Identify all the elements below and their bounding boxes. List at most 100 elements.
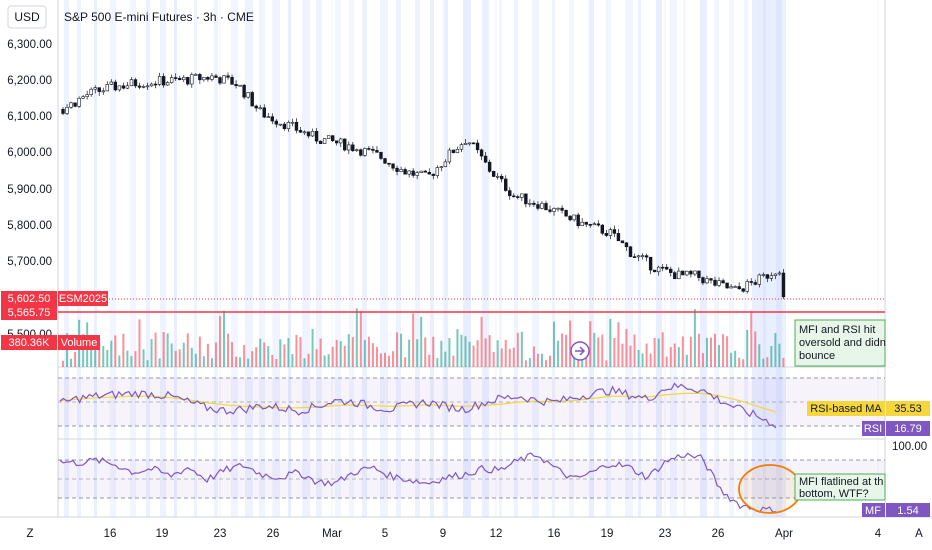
candle-body <box>61 108 65 114</box>
candle-body <box>302 131 307 134</box>
candle-body <box>459 144 464 150</box>
svg-text:35.53: 35.53 <box>894 403 922 415</box>
volume-bar <box>158 358 161 367</box>
volume-bar <box>162 332 165 367</box>
chart-title: S&P 500 E-mini Futures · 3h · CME <box>64 10 254 24</box>
candle-body <box>463 142 468 145</box>
candle-body <box>226 75 230 78</box>
candle-body <box>568 215 572 221</box>
candle-body <box>310 131 315 137</box>
volume-bar <box>649 353 652 367</box>
rsi-annotation-note[interactable]: MFI and RSI hit oversold and didn bounce <box>794 319 889 367</box>
candle-body <box>652 269 657 273</box>
candle-body <box>286 122 291 130</box>
volume-bar <box>150 339 153 367</box>
volume-bar <box>351 337 354 367</box>
mfi-line <box>59 452 777 513</box>
session-band <box>569 0 574 517</box>
zoom-button[interactable]: Z <box>26 528 33 540</box>
volume-bar <box>673 343 676 367</box>
candle-body <box>632 256 637 258</box>
volume-bar <box>448 338 451 367</box>
candle-body <box>475 142 480 151</box>
candle-body <box>306 131 311 137</box>
session-band <box>670 0 677 517</box>
candle-body <box>202 76 206 81</box>
candle-body <box>733 286 737 288</box>
candle-body <box>169 77 174 83</box>
volume-bar <box>142 349 145 367</box>
volume-bar <box>106 349 109 367</box>
candle-body <box>757 274 761 285</box>
session-band <box>259 0 265 517</box>
candle-body <box>141 85 146 88</box>
candle-body <box>69 102 73 108</box>
candle-body <box>479 149 484 157</box>
x-tick: 5 <box>382 528 388 540</box>
candle-body <box>318 140 323 144</box>
mfi-annotation-note[interactable]: MFI flatlined at th bottom, WTF? <box>794 473 886 501</box>
candle-body <box>467 142 472 145</box>
scroll-to-realtime-icon[interactable] <box>570 341 590 361</box>
session-band <box>194 0 197 517</box>
volume-bar <box>295 334 298 367</box>
candle-body <box>721 280 725 284</box>
volume-bar <box>206 343 209 367</box>
time-axis[interactable]: 16 19 23 26 Mar 5 9 12 16 19 23 26 Apr 4 <box>104 528 882 540</box>
candle-body <box>230 76 234 85</box>
candle-body <box>544 203 548 211</box>
candle-body <box>105 84 109 92</box>
candle-body <box>339 138 343 144</box>
volume-bar <box>516 332 519 367</box>
highlight-circle[interactable] <box>738 464 802 514</box>
candle-body <box>334 140 339 144</box>
volume-bar <box>665 356 668 367</box>
volume-bar <box>520 331 523 367</box>
volume-bar <box>589 321 592 367</box>
candle-body <box>266 116 270 118</box>
volume-bar <box>677 347 680 367</box>
candle-body <box>532 202 536 205</box>
candle-body <box>218 77 222 84</box>
volume-bar <box>540 353 543 367</box>
volume-bar <box>259 338 262 367</box>
volume-bar <box>94 341 97 367</box>
volume-bar <box>609 318 612 367</box>
session-band <box>111 0 116 517</box>
candle-body <box>600 224 605 234</box>
volume-bar <box>283 344 286 367</box>
volume-bar <box>754 331 757 367</box>
candle-body <box>121 85 126 89</box>
candle-body <box>73 102 77 107</box>
candle-body <box>777 272 782 275</box>
volume-bar <box>480 316 483 367</box>
candle-body <box>636 255 641 258</box>
currency-button[interactable] <box>7 5 47 29</box>
price-tick: 6,300.00 <box>7 39 52 51</box>
volume-bar <box>170 343 173 367</box>
volume-bar <box>585 356 588 367</box>
candle-body <box>330 135 335 142</box>
auto-scale-button[interactable]: A <box>915 528 923 540</box>
candle-body <box>81 96 85 99</box>
session-band <box>430 0 434 517</box>
volume-bar <box>363 339 366 367</box>
candle-body <box>689 270 693 275</box>
candle-body <box>745 281 749 292</box>
candle-body <box>363 148 367 156</box>
volume-bar <box>593 332 596 367</box>
volume-bar <box>247 358 250 367</box>
candle-body <box>298 130 303 133</box>
candle-body <box>182 77 186 81</box>
session-band <box>482 0 489 517</box>
volume-bar <box>218 315 221 367</box>
volume-bar <box>323 355 326 367</box>
candle-body <box>620 240 625 244</box>
candle-body <box>290 121 295 124</box>
candle-body <box>443 161 448 167</box>
volume-bar <box>74 351 77 367</box>
volume-bar <box>66 333 69 367</box>
price-tick: 6,000.00 <box>7 147 52 159</box>
volume-bar <box>210 358 213 367</box>
